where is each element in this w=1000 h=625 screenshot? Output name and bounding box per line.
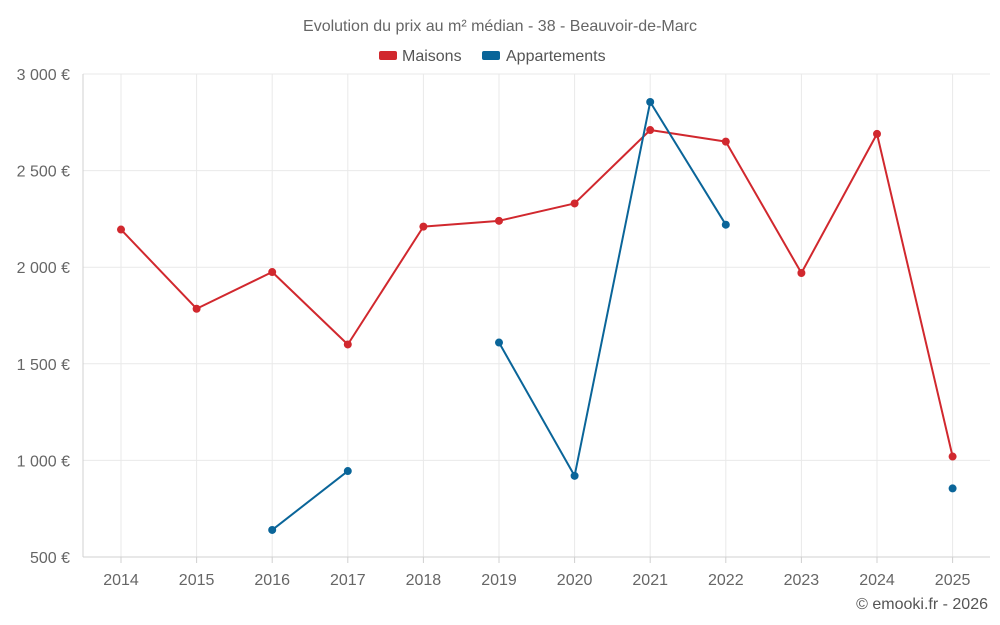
y-tick-label: 2 500 € — [17, 164, 70, 181]
y-tick-label: 500 € — [30, 550, 70, 567]
data-point-maisons[interactable] — [117, 225, 125, 234]
legend-label: Appartements — [506, 48, 606, 65]
x-axis: 2014 2015 2016 2017 2018 2019 2020 2021 2022 2023… — [103, 557, 970, 589]
data-point-maisons[interactable] — [948, 452, 957, 461]
credit-text: © emooki.fr - 2026 — [856, 596, 988, 613]
x-tick-label: 2019 — [481, 572, 517, 589]
x-tick-label: 2025 — [935, 572, 971, 589]
data-point-appartements[interactable] — [570, 471, 579, 480]
grid — [82, 73, 990, 558]
data-point-maisons[interactable] — [797, 268, 806, 277]
legend[interactable]: Maisons Appartements — [379, 48, 606, 65]
data-point-maisons[interactable] — [192, 304, 201, 313]
legend-item-appartements[interactable]: Appartements — [482, 48, 606, 65]
data-point-maisons[interactable] — [495, 216, 503, 225]
x-tick-label: 2016 — [254, 572, 290, 589]
chart-title: Evolution du prix au m² médian - 38 - Be… — [303, 18, 697, 35]
x-tick-label: 2022 — [708, 572, 744, 589]
x-tick-label: 2024 — [859, 572, 895, 589]
data-point-maisons[interactable] — [343, 340, 352, 349]
series-line-appartements — [498, 101, 727, 477]
y-axis: 500 € 1 000 € 1 500 € 2 000 € 2 500 € 3 000 € — [17, 67, 70, 567]
x-tick-label: 2021 — [632, 572, 668, 589]
data-point-appartements[interactable] — [646, 98, 655, 107]
x-tick-label: 2020 — [557, 572, 593, 589]
legend-swatch — [379, 51, 397, 60]
data-point-appartements[interactable] — [343, 467, 352, 476]
series-line-appartements — [271, 470, 349, 531]
data-point-maisons[interactable] — [419, 222, 428, 231]
data-point-appartements[interactable] — [495, 338, 503, 347]
data-point-maisons[interactable] — [646, 126, 655, 135]
x-tick-label: 2015 — [179, 572, 215, 589]
data-point-appartements[interactable] — [948, 484, 957, 493]
legend-swatch — [482, 51, 500, 60]
data-point-maisons[interactable] — [268, 268, 277, 277]
y-tick-label: 2 000 € — [17, 260, 70, 277]
legend-label: Maisons — [402, 48, 462, 65]
x-tick-label: 2018 — [406, 572, 442, 589]
legend-item-maisons[interactable]: Maisons — [379, 48, 462, 65]
y-tick-label: 1 500 € — [17, 357, 70, 374]
x-tick-label: 2014 — [103, 572, 139, 589]
data-point-appartements[interactable] — [721, 220, 730, 229]
data-point-maisons[interactable] — [873, 129, 881, 138]
data-point-maisons[interactable] — [721, 137, 730, 146]
data-point-appartements[interactable] — [268, 525, 277, 534]
x-tick-label: 2023 — [784, 572, 820, 589]
y-tick-label: 1 000 € — [17, 453, 70, 470]
x-tick-label: 2017 — [330, 572, 366, 589]
series-line-maisons — [120, 129, 954, 457]
series-layer — [117, 98, 957, 534]
y-tick-label: 3 000 € — [17, 67, 70, 84]
data-point-maisons[interactable] — [570, 199, 579, 208]
